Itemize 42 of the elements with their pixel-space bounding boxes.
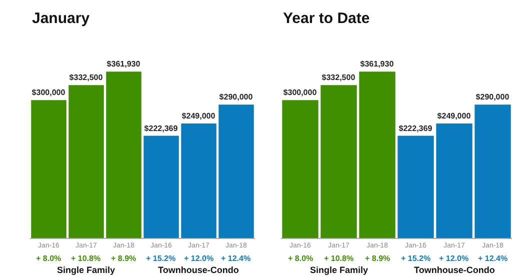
data-label: $222,369 bbox=[398, 124, 433, 133]
text: + 10.8% bbox=[71, 254, 101, 263]
text: Townhouse-Condo bbox=[158, 265, 240, 275]
data-label: $361,930 bbox=[106, 60, 141, 69]
data-label: $300,000 bbox=[283, 88, 318, 98]
text: + 8.9% bbox=[365, 254, 390, 263]
text: Single Family bbox=[57, 265, 116, 275]
bar bbox=[398, 136, 434, 238]
data-label: $332,500 bbox=[69, 73, 104, 82]
bar bbox=[144, 136, 179, 238]
text: + 12.0% bbox=[439, 254, 469, 263]
text: + 12.4% bbox=[478, 254, 508, 263]
data-label: $361,930 bbox=[360, 60, 394, 69]
data-label: $300,000 bbox=[32, 88, 66, 98]
text: + 8.0% bbox=[36, 254, 62, 263]
bar bbox=[181, 124, 216, 238]
bar bbox=[474, 104, 511, 238]
bar bbox=[320, 85, 357, 238]
chart-title: January bbox=[32, 10, 90, 27]
data-label: $222,369 bbox=[144, 124, 178, 133]
chart-title: Year to Date bbox=[283, 10, 370, 27]
text: + 15.2% bbox=[146, 254, 176, 263]
bar bbox=[436, 124, 472, 238]
data-label: $249,000 bbox=[182, 112, 216, 121]
text: + 8.9% bbox=[111, 254, 136, 263]
bar bbox=[106, 72, 142, 238]
bar bbox=[68, 85, 104, 238]
bar bbox=[31, 100, 66, 238]
text: + 8.0% bbox=[288, 254, 314, 263]
bar bbox=[282, 100, 318, 238]
data-label: $290,000 bbox=[219, 92, 254, 102]
text: + 10.8% bbox=[324, 254, 354, 263]
data-label: $332,500 bbox=[322, 73, 356, 82]
text: Townhouse-Condo bbox=[414, 265, 496, 275]
text: + 12.4% bbox=[221, 254, 251, 263]
bar bbox=[359, 72, 396, 238]
text: + 15.2% bbox=[401, 254, 431, 263]
text: Single Family bbox=[310, 265, 368, 275]
data-label: $290,000 bbox=[476, 92, 510, 102]
data-label: $249,000 bbox=[437, 112, 472, 121]
bar bbox=[218, 104, 254, 238]
text: + 12.0% bbox=[184, 254, 214, 263]
